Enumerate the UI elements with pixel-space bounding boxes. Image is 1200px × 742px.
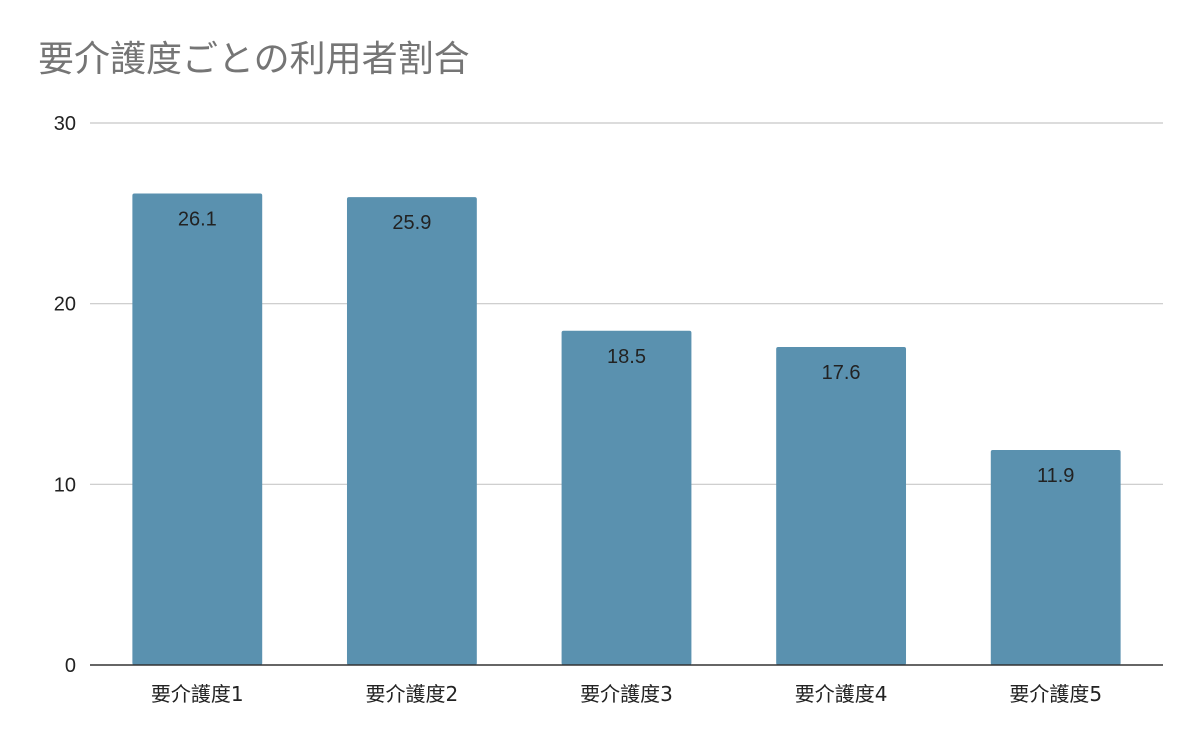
bar-4 xyxy=(776,347,907,665)
y-tick-label-30: 30 xyxy=(54,113,76,135)
y-tick-label-20: 20 xyxy=(54,294,76,316)
x-tick-label-5: 要介護度5 xyxy=(1009,682,1102,706)
bar-5 xyxy=(990,450,1121,665)
bar-1 xyxy=(132,193,263,665)
bar-3 xyxy=(561,330,692,665)
y-tick-label-10: 10 xyxy=(54,474,76,496)
x-tick-label-3: 要介護度3 xyxy=(580,682,673,706)
data-label-5: 11.9 xyxy=(1037,465,1074,487)
x-tick-label-1: 要介護度1 xyxy=(151,682,244,706)
data-label-4: 17.6 xyxy=(822,362,861,384)
x-tick-label-4: 要介護度4 xyxy=(795,682,888,706)
data-label-3: 18.5 xyxy=(607,346,646,368)
y-tick-label-0: 0 xyxy=(65,655,76,677)
data-label-2: 25.9 xyxy=(392,212,431,234)
x-tick-label-2: 要介護度2 xyxy=(366,682,459,706)
chart-title: 要介護度ごとの利用者割合 xyxy=(38,39,470,80)
data-label-1: 26.1 xyxy=(178,208,217,230)
bar-2 xyxy=(346,197,477,665)
